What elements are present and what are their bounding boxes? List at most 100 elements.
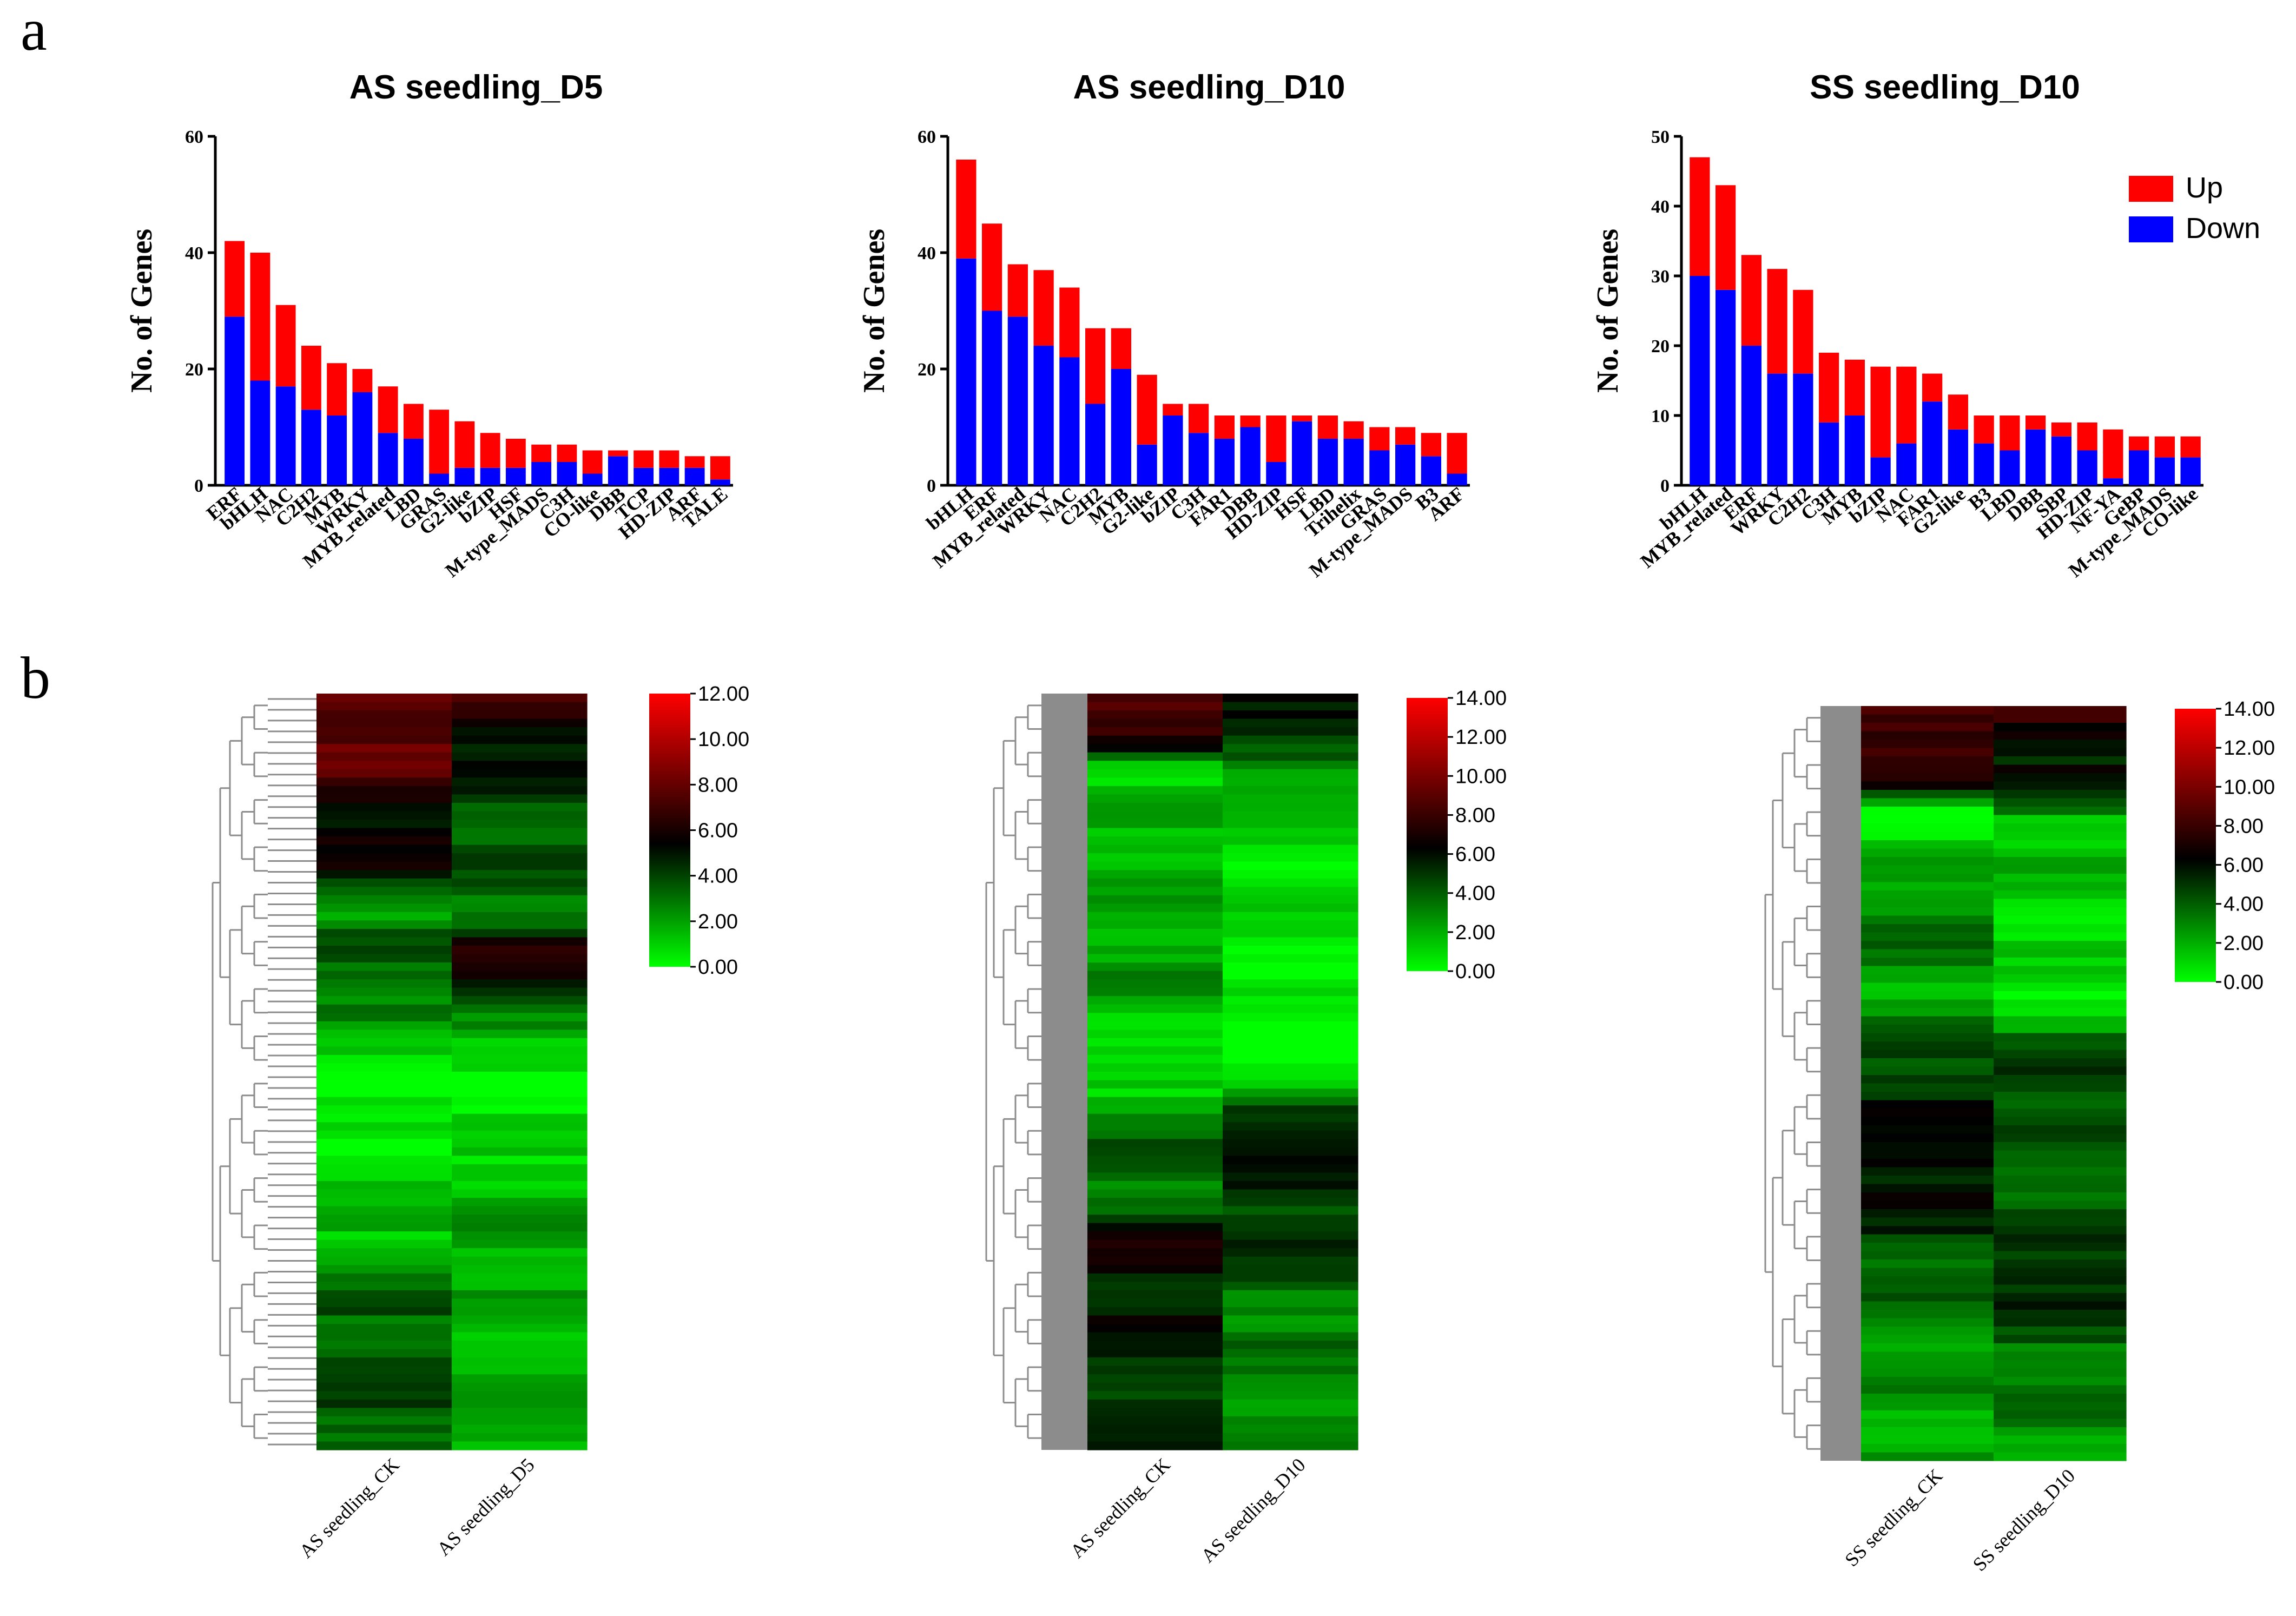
heatmap-cell (1994, 798, 2127, 807)
heatmap-cell (1087, 1349, 1223, 1358)
heatmap-cell (1861, 1419, 1994, 1428)
heatmap-cell (316, 1265, 452, 1274)
heatmap-cell (1223, 1433, 1358, 1442)
y-axis-label: No. of Genes (857, 229, 891, 393)
bar-down-C3H (1819, 422, 1839, 485)
heatmap-cell (1087, 1307, 1223, 1316)
bar-up-FAR1 (1214, 415, 1235, 439)
heatmap-cell (316, 912, 452, 921)
heatmap-cell (316, 1105, 452, 1114)
heatmap-cell (316, 845, 452, 854)
heatmap-cell (1087, 1164, 1223, 1173)
bar-up-bHLH (250, 253, 270, 381)
heatmap-cell (1861, 924, 1994, 933)
heatmap-cell (1087, 946, 1223, 955)
heatmap-cell (1223, 1113, 1358, 1123)
heatmap-cell (1087, 1324, 1223, 1333)
bar-down-C2H2 (1085, 404, 1106, 485)
heatmap-cell (1861, 781, 1994, 790)
heatmap-cell (452, 702, 588, 711)
heatmap-cell (452, 1282, 588, 1291)
heatmap-cell (1994, 764, 2127, 774)
heatmap-cell (1223, 794, 1358, 803)
colorbar-tick-label: 4.00 (1455, 882, 1495, 905)
heatmap-cell (1223, 811, 1358, 820)
heatmap-cell (1087, 836, 1223, 846)
heatmap-cell (316, 744, 452, 753)
bar-down-GeBP (2129, 450, 2149, 485)
heatmap-cell (1861, 1377, 1994, 1386)
y-tick-label: 30 (1651, 267, 1670, 287)
heatmap-cell (1087, 786, 1223, 795)
heatmap-cell (1861, 1444, 1994, 1453)
legend-down-label: Down (2186, 212, 2260, 245)
heatmap-cell (452, 1215, 588, 1224)
heatmap-cell (1223, 1282, 1358, 1291)
bar-up-C2H2 (301, 346, 321, 410)
heatmap-cell (1223, 744, 1358, 753)
heatmap-cell (1994, 1159, 2127, 1168)
heatmap-cell (1223, 1366, 1358, 1375)
heatmap-cell (1223, 1265, 1358, 1274)
heatmap-cell (1861, 1167, 1994, 1176)
heatmap-cell (316, 1164, 452, 1173)
bar-up-DBB (2026, 415, 2046, 430)
bar-down-SBP (2051, 436, 2071, 485)
heatmap-cell (1861, 1201, 1994, 1210)
y-tick-label: 20 (185, 360, 203, 380)
heatmap-cell (316, 1357, 452, 1367)
heatmap-3: SS seedling_CK SS seedling_D10 14.00 12.00 1… (1764, 698, 2275, 1575)
heatmap-cell (1223, 1332, 1358, 1341)
heatmap-cell (1223, 971, 1358, 980)
legend: Up Down (2129, 172, 2260, 245)
heatmap-cell (316, 1391, 452, 1400)
bar-up-bZIP (480, 433, 500, 468)
heatmap-cell (316, 828, 452, 837)
heatmap-cell (452, 1063, 588, 1072)
heatmap-cell (316, 718, 452, 728)
y-axis-label: No. of Genes (125, 229, 159, 393)
heatmap-cell (1861, 1276, 1994, 1285)
colorbar-tick-label: 12.00 (698, 683, 749, 705)
heatmap-cell (316, 1298, 452, 1308)
heatmap-cell (452, 1013, 588, 1022)
bar-up-NAC (275, 305, 296, 387)
bar-down-M-type_MADS (1395, 444, 1416, 485)
heatmap-cell (452, 1004, 588, 1013)
heatmap-cell (1223, 1105, 1358, 1114)
heatmap-cell (1861, 740, 1994, 749)
bar-down-HSF (1292, 421, 1312, 485)
colorbar-tick-label: 6.00 (698, 820, 738, 842)
heatmap-cell (1994, 1435, 2127, 1444)
heatmap-cell (1861, 714, 1994, 723)
heatmap-cell (1994, 1058, 2127, 1067)
heatmap-cell (1861, 1075, 1994, 1084)
heatmap-cell (316, 820, 452, 829)
heatmap-cell (452, 735, 588, 744)
colorbar-tick-label: 0.00 (698, 956, 738, 979)
heatmap-cell (1223, 1156, 1358, 1165)
heatmap-cell (1994, 1301, 2127, 1310)
heatmap-cell (1861, 1150, 1994, 1159)
heatmap-cell (1223, 1239, 1358, 1249)
heatmap-cell (1087, 1089, 1223, 1098)
heatmap-cell (1087, 895, 1223, 904)
heatmap-cell (1861, 848, 1994, 858)
heatmap-cell (1861, 891, 1994, 900)
heatmap-cell (1087, 1004, 1223, 1013)
heatmap-cell (1994, 1125, 2127, 1135)
heatmap-1: AS seedling_CK AS seedling_D5 12.00 10.00 8.… (212, 683, 749, 1562)
heatmap-cell (1087, 1416, 1223, 1425)
bar-down-C2H2 (1793, 373, 1813, 485)
bar-down-LBD (403, 439, 424, 485)
heatmap-cell (452, 887, 588, 896)
bar-up-MYB (327, 363, 347, 415)
colorbar (2175, 709, 2216, 982)
heatmap-cell (316, 1408, 452, 1417)
heatmap-cell (316, 987, 452, 997)
y-tick-label: 40 (185, 243, 203, 263)
heatmap-cell (1861, 974, 1994, 984)
bar-down-DBB (1240, 427, 1261, 485)
colorbar-tick-label: 10.00 (2224, 776, 2275, 799)
